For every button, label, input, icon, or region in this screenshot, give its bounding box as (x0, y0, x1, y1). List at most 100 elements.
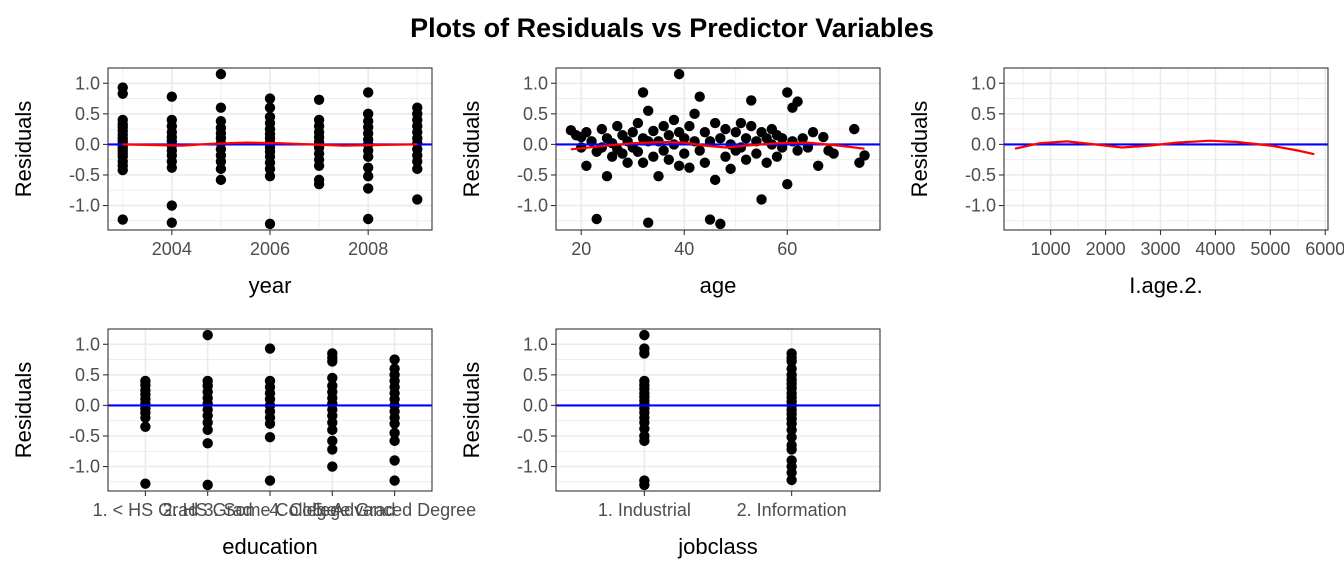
smooth-trend-line (570, 140, 865, 151)
data-point (761, 157, 772, 168)
data-point (639, 435, 650, 447)
data-point (658, 145, 669, 156)
data-point (202, 479, 213, 491)
data-point (601, 171, 613, 182)
data-point (622, 157, 633, 168)
data-point (709, 117, 721, 129)
y-axis-title: Residuals (459, 101, 484, 198)
x-tick-label: 60 (777, 239, 797, 259)
data-point (792, 96, 803, 107)
data-point (362, 151, 374, 162)
data-point (668, 114, 680, 126)
panels: -1.0 -0.5 0.0 0.5 1.0 2004 2006 2008 year Residua… (11, 67, 1344, 559)
data-point (792, 145, 803, 156)
data-point (807, 126, 819, 138)
data-point (389, 427, 400, 439)
data-point (264, 163, 276, 175)
data-point (117, 164, 128, 176)
data-point (389, 455, 400, 466)
data-point (637, 87, 649, 98)
x-axis-title: year (249, 273, 292, 298)
data-point (756, 194, 767, 205)
x-tick-label: 2008 (348, 239, 388, 259)
data-point (648, 125, 659, 137)
data-point (313, 94, 325, 105)
data-point (606, 151, 618, 162)
y-tick-label: -0.5 (69, 165, 100, 185)
data-point (389, 354, 400, 365)
x-axis-title: I.age.2. (1129, 273, 1202, 298)
panel-border (555, 328, 881, 492)
y-tick-label: 1.0 (75, 334, 100, 354)
data-point (166, 200, 178, 211)
y-tick-label: 1.0 (523, 73, 548, 93)
data-point (166, 162, 178, 173)
data-point (202, 438, 213, 449)
data-point (648, 151, 659, 162)
y-axis-title: Residuals (11, 362, 36, 459)
x-axis-title: jobclass (677, 534, 757, 559)
data-point (327, 424, 338, 436)
data-point (715, 133, 726, 144)
x-tick-label: 3. Some College (203, 500, 336, 520)
data-point (362, 108, 374, 120)
y-tick-label: -0.5 (517, 165, 548, 185)
y-tick-label: -1.0 (69, 457, 100, 477)
data-point (725, 163, 736, 175)
data-point (699, 157, 711, 168)
data-point (140, 412, 151, 423)
data-point (828, 148, 839, 159)
data-point (412, 194, 423, 205)
data-point (327, 417, 338, 428)
x-tick-label: 6000 (1305, 239, 1344, 259)
data-point (689, 108, 700, 120)
y-tick-label: 0.5 (75, 365, 100, 385)
data-point (740, 154, 752, 165)
data-point (166, 217, 178, 228)
data-point (740, 133, 752, 144)
data-point (663, 154, 675, 165)
data-point (327, 444, 338, 455)
x-tick-label: 5. Advanced Degree (313, 500, 476, 520)
x-tick-label: 4000 (1195, 239, 1235, 259)
data-point (854, 157, 865, 168)
data-point (313, 178, 325, 190)
data-point (684, 120, 695, 132)
data-point (694, 145, 705, 156)
data-points (140, 329, 400, 491)
panel-i-age-2-: -1.0 -0.5 0.0 0.5 1.0 1000 2000 3000 4000 5000 600… (907, 67, 1344, 298)
panel-age: -1.0 -0.5 0.0 0.5 1.0 20 40 60 age Residuals (459, 67, 881, 298)
data-point (663, 130, 675, 141)
data-point (412, 156, 423, 167)
data-point (715, 218, 726, 230)
data-point (581, 126, 592, 138)
y-tick-label: -0.5 (69, 426, 100, 446)
data-points (117, 68, 423, 230)
data-point (264, 343, 276, 354)
y-axis-title: Residuals (907, 101, 932, 198)
data-point (140, 421, 151, 433)
data-point (632, 146, 644, 157)
y-tick-label: -0.5 (965, 165, 996, 185)
data-point (215, 102, 227, 113)
data-point (679, 133, 690, 144)
data-point (264, 93, 276, 104)
x-tick-label: 2004 (152, 239, 192, 259)
data-point (746, 120, 757, 132)
data-point (786, 424, 797, 436)
data-point (735, 117, 747, 129)
data-point (215, 68, 227, 80)
data-point (704, 214, 716, 225)
y-tick-label: -1.0 (517, 457, 548, 477)
data-point (264, 102, 276, 113)
panel-jobclass: -1.0 -0.5 0.0 0.5 1.0 1. Industrial 2. Informa… (459, 328, 881, 559)
data-point (782, 178, 793, 190)
y-tick-label: 0.0 (75, 395, 100, 415)
data-point (786, 474, 797, 486)
plot-background (556, 329, 880, 491)
data-point (812, 160, 824, 172)
data-point (679, 148, 690, 159)
data-point (617, 148, 628, 159)
data-point (389, 418, 400, 429)
data-point (215, 174, 227, 186)
